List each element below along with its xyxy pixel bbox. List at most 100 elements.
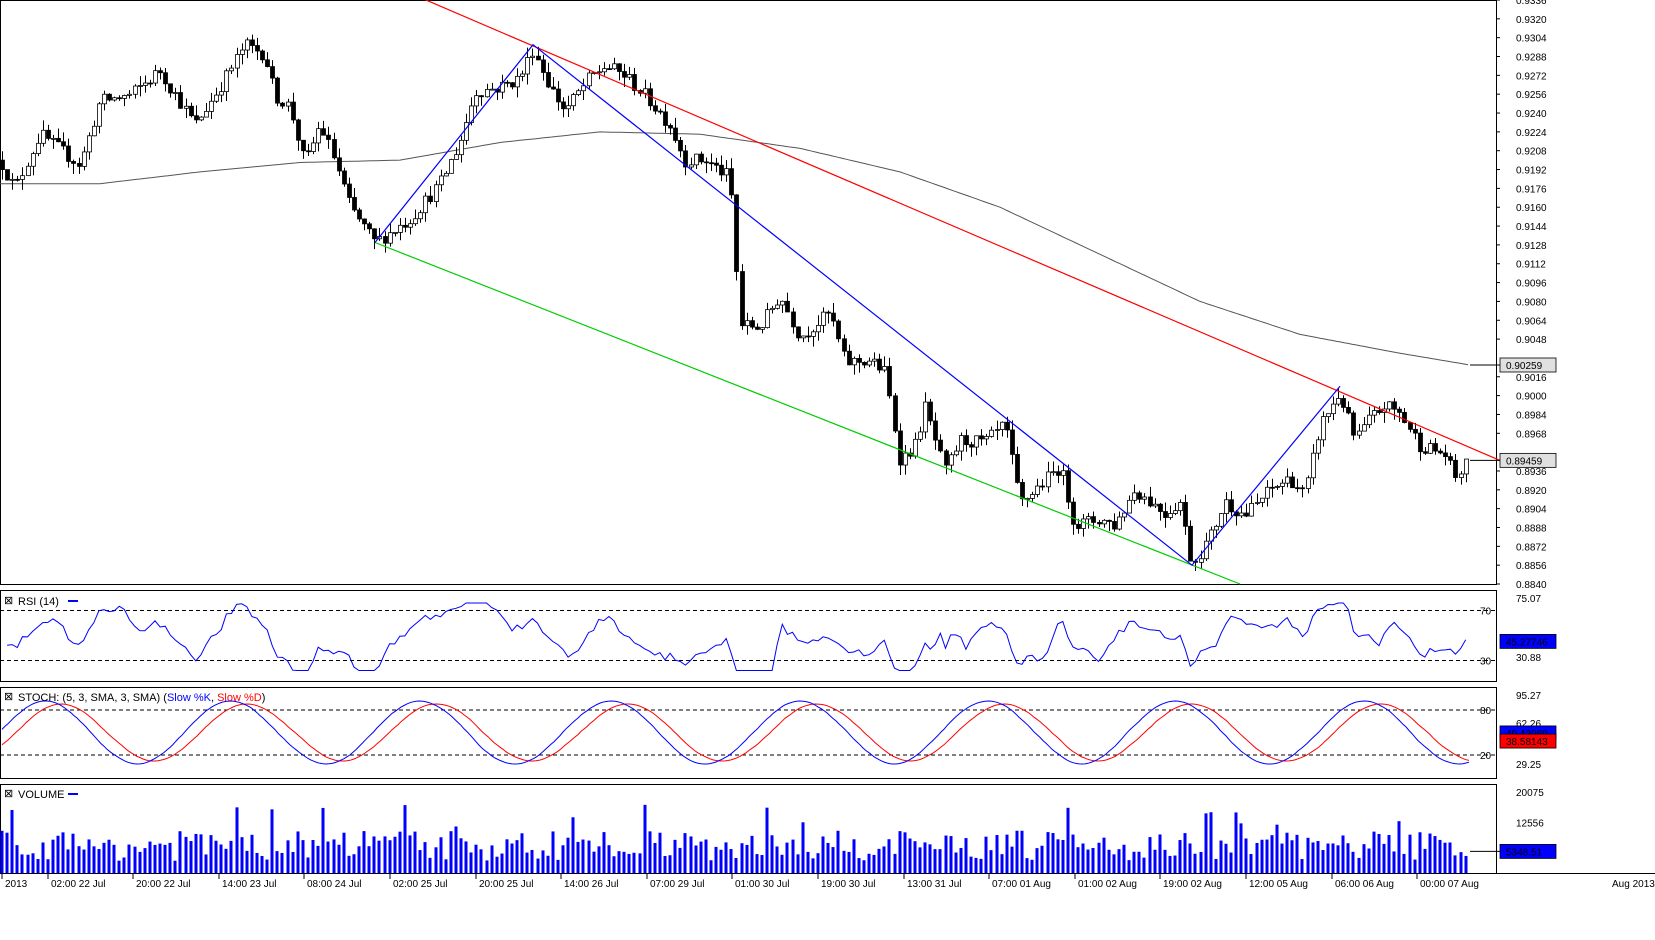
x-tick-label: 02:00 22 Jul <box>51 879 106 890</box>
volume-bar <box>908 838 912 873</box>
candle-body <box>806 335 811 338</box>
rsi-close-box[interactable]: ⊠ <box>4 595 13 607</box>
last-price-badge-bg <box>1499 452 1557 468</box>
volume-bar <box>1188 843 1192 873</box>
stoch-close-box[interactable]: ⊠ <box>4 691 13 703</box>
price-tick-label: 0.9160 <box>1516 203 1547 214</box>
volume-bar <box>612 856 616 873</box>
volume-bar <box>1443 842 1447 873</box>
candle-body <box>92 125 97 137</box>
candle-body <box>653 105 658 112</box>
candle-body <box>530 55 535 58</box>
volume-bar <box>882 846 886 873</box>
volume-panel: 20075 12556 5348.51 <box>0 788 1557 873</box>
volume-bar <box>1392 851 1396 873</box>
volume-bar <box>143 848 147 873</box>
volume-bar <box>449 831 453 873</box>
volume-bar <box>138 851 142 873</box>
candle-body <box>678 140 683 152</box>
volume-value-badge-bg <box>1499 844 1557 859</box>
x-tick-label: 06:00 06 Aug <box>1335 879 1394 890</box>
volume-bar <box>20 854 24 873</box>
candle-body <box>979 435 984 440</box>
volume-bar <box>530 849 534 873</box>
candle-body <box>459 139 464 156</box>
volume-bar <box>367 846 371 873</box>
candle-body <box>1316 439 1321 454</box>
candle-body <box>587 72 592 87</box>
candle-body <box>408 223 413 228</box>
candle-body <box>551 86 556 90</box>
volume-bar <box>403 805 407 873</box>
volume-bar <box>1132 851 1136 873</box>
candle-body <box>505 81 510 84</box>
candle-body <box>1438 450 1443 454</box>
price-tick-label: 0.9240 <box>1516 109 1547 120</box>
volume-bar <box>286 840 290 873</box>
volume-bar <box>617 851 621 873</box>
rsi-level-label: 30 <box>1480 657 1492 668</box>
candle-body <box>1046 471 1051 488</box>
price-tick-label: 0.9064 <box>1516 316 1547 327</box>
rsi-title: ⊠ RSI (14) <box>4 595 78 608</box>
candle-body <box>852 357 857 366</box>
volume-bar <box>184 836 188 873</box>
volume-bar <box>357 846 361 873</box>
candle-body <box>26 165 31 177</box>
volume-bar <box>750 835 754 873</box>
volume-bar <box>1453 855 1457 873</box>
volume-bar <box>587 840 591 873</box>
candle-body <box>1086 516 1091 520</box>
candle-body <box>576 90 581 95</box>
candle-body <box>5 169 10 181</box>
volume-bar <box>117 860 121 873</box>
volume-bar <box>347 855 351 873</box>
candle-body <box>490 88 495 91</box>
candle-body <box>689 164 694 168</box>
candle-body <box>357 209 362 220</box>
stoch-title-suffix: ) <box>262 692 266 704</box>
x-tick-label: 07:00 29 Jul <box>650 879 705 890</box>
candle-body <box>1331 403 1336 415</box>
volume-bar <box>31 853 35 873</box>
volume-bar <box>1097 842 1101 873</box>
volume-bar <box>622 851 626 873</box>
volume-bar <box>229 840 233 873</box>
volume-bar <box>1178 840 1182 873</box>
candle-body <box>1362 424 1367 432</box>
volume-bar <box>163 844 167 873</box>
volume-bar <box>821 836 825 873</box>
volume-bar <box>571 817 575 873</box>
price-tick-label: 0.9272 <box>1516 71 1547 82</box>
rsi-value-badge-bg <box>1499 634 1557 649</box>
candle-body <box>342 170 347 185</box>
volume-bar <box>1046 832 1050 873</box>
volume-bar <box>316 845 320 873</box>
volume-bar <box>1249 854 1253 873</box>
volume-bar <box>984 836 988 873</box>
candle-body <box>1163 511 1168 518</box>
volume-close-box[interactable]: ⊠ <box>4 788 13 800</box>
volume-bar <box>1270 835 1274 873</box>
volume-bar <box>729 849 733 873</box>
candle-body <box>954 450 959 456</box>
volume-bar <box>867 853 871 873</box>
candle-body <box>959 435 964 452</box>
price-tick-label: 0.9336 <box>1516 0 1547 7</box>
candle-body <box>1107 519 1112 522</box>
volume-bar <box>1035 848 1039 873</box>
volume-bar <box>1010 846 1014 873</box>
volume-bar <box>734 858 738 873</box>
x-axis-right-label: Aug 2013 <box>1612 879 1655 890</box>
volume-bar <box>995 835 999 873</box>
volume-bar <box>913 841 917 873</box>
stoch-k-label: Slow %K <box>167 692 212 704</box>
volume-bar <box>495 856 499 873</box>
candle-body <box>1413 428 1418 434</box>
candle-body <box>821 311 826 326</box>
volume-bar <box>71 833 75 873</box>
x-tick-label: 01:00 02 Aug <box>1078 879 1137 890</box>
